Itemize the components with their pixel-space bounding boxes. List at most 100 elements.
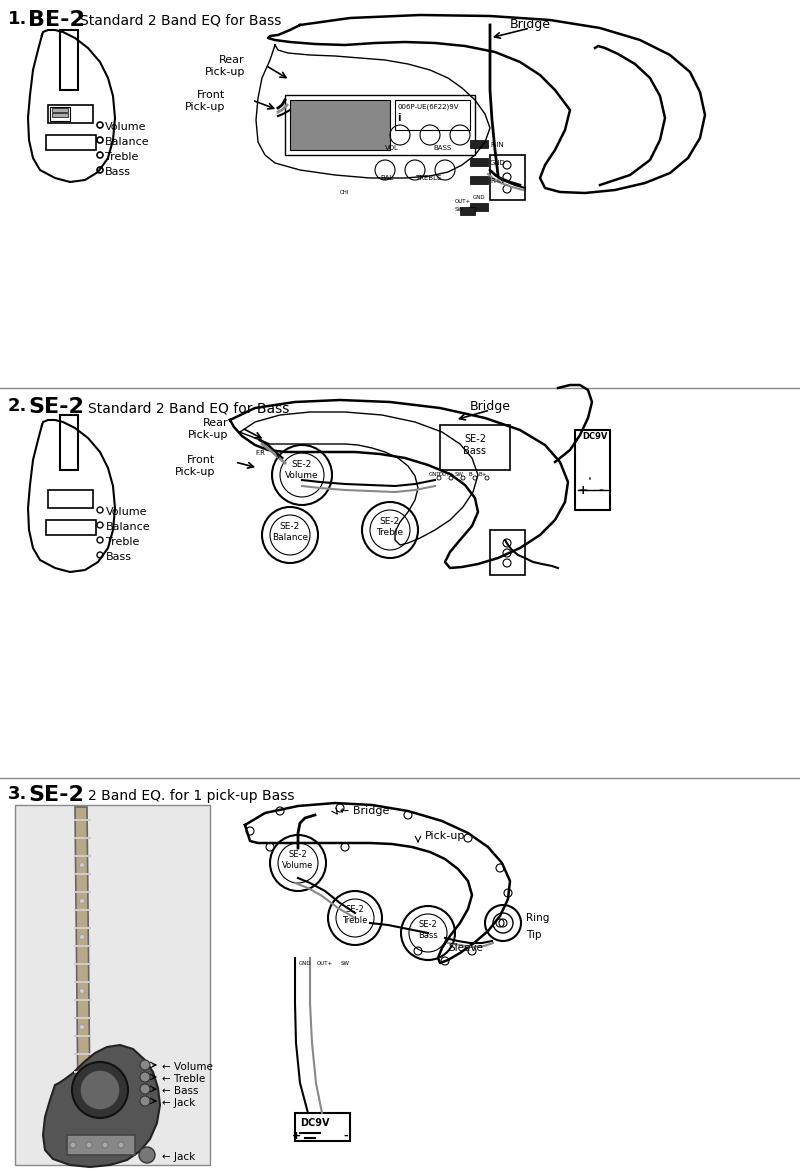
Text: Bass: Bass xyxy=(105,167,131,177)
Polygon shape xyxy=(43,1045,160,1167)
Bar xyxy=(52,113,68,117)
Polygon shape xyxy=(75,807,90,1105)
Circle shape xyxy=(140,1072,150,1082)
Text: DC9V: DC9V xyxy=(582,433,607,441)
Text: BAL: BAL xyxy=(380,175,394,181)
Circle shape xyxy=(79,1024,85,1030)
Text: SE-2
Volume: SE-2 Volume xyxy=(285,461,319,479)
Bar xyxy=(46,134,96,150)
Text: +: + xyxy=(292,1130,302,1141)
Bar xyxy=(60,30,78,90)
Circle shape xyxy=(72,1061,128,1118)
Text: ← Volume: ← Volume xyxy=(162,1061,213,1072)
Text: Pick-up: Pick-up xyxy=(425,831,466,841)
Text: TREBLE: TREBLE xyxy=(415,175,442,181)
Bar xyxy=(285,95,475,155)
Text: Volume: Volume xyxy=(106,507,147,517)
Bar xyxy=(470,203,488,210)
Text: SE-2
Balance: SE-2 Balance xyxy=(272,523,308,541)
Bar xyxy=(470,177,488,184)
Text: SE-2
Treble: SE-2 Treble xyxy=(377,518,403,537)
Text: OUT+: OUT+ xyxy=(317,961,333,966)
Text: SE-2
Treble: SE-2 Treble xyxy=(342,905,368,925)
Bar xyxy=(60,415,78,470)
Text: GND: GND xyxy=(490,160,506,166)
Text: Bridge: Bridge xyxy=(470,400,510,413)
Text: SW: SW xyxy=(455,207,464,212)
Text: Ring: Ring xyxy=(526,913,550,924)
Circle shape xyxy=(80,1070,120,1111)
Circle shape xyxy=(140,1084,150,1094)
Circle shape xyxy=(79,989,85,994)
Text: ← Jack: ← Jack xyxy=(162,1098,195,1108)
Text: CHI: CHI xyxy=(340,191,350,195)
Text: BASS: BASS xyxy=(433,145,451,151)
Text: Standard 2 Band EQ for Bass: Standard 2 Band EQ for Bass xyxy=(88,401,290,415)
Text: -: - xyxy=(598,484,603,497)
Text: SE-2: SE-2 xyxy=(28,786,84,805)
Text: Sleeve: Sleeve xyxy=(448,943,483,953)
Bar xyxy=(395,101,470,130)
Bar xyxy=(295,1113,350,1141)
Text: Balance: Balance xyxy=(106,523,150,532)
Text: SE-2
Bass: SE-2 Bass xyxy=(463,434,486,456)
Text: ← Treble: ← Treble xyxy=(162,1074,206,1084)
Circle shape xyxy=(79,863,85,867)
Circle shape xyxy=(140,1097,150,1106)
Bar xyxy=(50,108,70,122)
Circle shape xyxy=(79,934,85,940)
Text: BE-2: BE-2 xyxy=(28,11,85,30)
Text: R-IN: R-IN xyxy=(490,178,504,184)
Text: ← Bass: ← Bass xyxy=(162,1086,198,1097)
Text: Tip: Tip xyxy=(526,931,542,940)
Bar xyxy=(470,158,488,166)
Bar xyxy=(46,520,96,535)
Bar xyxy=(52,108,68,112)
Text: GND: GND xyxy=(473,195,486,200)
Circle shape xyxy=(86,1142,92,1148)
Text: Bridge: Bridge xyxy=(510,18,550,32)
Circle shape xyxy=(139,1147,155,1163)
Text: Bass: Bass xyxy=(106,552,132,562)
Circle shape xyxy=(79,899,85,904)
Text: GND: GND xyxy=(429,472,442,477)
Text: 3.: 3. xyxy=(8,786,27,803)
Text: ← Bridge: ← Bridge xyxy=(340,805,390,816)
Text: SW: SW xyxy=(454,472,463,477)
Text: 2 Band EQ. for 1 pick-up Bass: 2 Band EQ. for 1 pick-up Bass xyxy=(88,789,294,803)
Text: Volume: Volume xyxy=(105,122,146,132)
Text: Treble: Treble xyxy=(106,537,139,547)
Text: Rear
Pick-up: Rear Pick-up xyxy=(188,419,228,440)
Text: Rear
Pick-up: Rear Pick-up xyxy=(205,55,245,77)
Bar xyxy=(290,101,390,150)
Text: Front
Pick-up: Front Pick-up xyxy=(185,90,225,111)
Text: SE-2
Bass: SE-2 Bass xyxy=(418,920,438,940)
Text: 1.: 1. xyxy=(8,11,27,28)
Text: Treble: Treble xyxy=(105,152,138,162)
Text: -: - xyxy=(343,1130,348,1141)
Text: 006P-UE(6F22)9V: 006P-UE(6F22)9V xyxy=(397,103,458,110)
Bar xyxy=(15,805,210,1165)
Bar xyxy=(490,530,525,575)
Bar xyxy=(460,207,475,215)
Bar xyxy=(48,105,93,123)
Text: SE-2: SE-2 xyxy=(28,397,84,417)
Text: DC9V: DC9V xyxy=(300,1118,330,1128)
Text: i: i xyxy=(397,113,401,123)
Text: F-IN: F-IN xyxy=(490,141,504,148)
Text: F.R: F.R xyxy=(255,450,265,456)
Circle shape xyxy=(70,1142,76,1148)
Text: VOL: VOL xyxy=(385,145,399,151)
Circle shape xyxy=(140,1060,150,1070)
Text: GND: GND xyxy=(298,961,311,966)
Text: Front
Pick-up: Front Pick-up xyxy=(174,455,215,477)
Bar xyxy=(67,1135,135,1155)
Bar xyxy=(440,426,510,470)
Text: SW: SW xyxy=(341,961,350,966)
Text: +: + xyxy=(578,484,589,497)
Text: Standard 2 Band EQ for Bass: Standard 2 Band EQ for Bass xyxy=(80,14,282,28)
Text: B-: B- xyxy=(468,472,474,477)
Circle shape xyxy=(102,1142,108,1148)
Bar xyxy=(470,140,488,148)
Bar xyxy=(48,490,93,509)
